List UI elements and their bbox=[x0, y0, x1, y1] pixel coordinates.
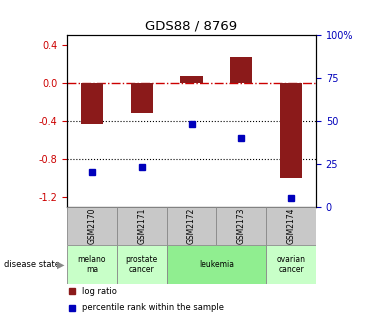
Text: ovarian
cancer: ovarian cancer bbox=[277, 255, 306, 274]
Bar bbox=[280, 83, 302, 178]
Bar bbox=[167, 245, 266, 284]
Title: GDS88 / 8769: GDS88 / 8769 bbox=[146, 20, 237, 33]
Text: GSM2171: GSM2171 bbox=[137, 208, 146, 244]
Text: GSM2170: GSM2170 bbox=[87, 208, 97, 244]
Text: disease state: disease state bbox=[4, 260, 60, 269]
Text: ▶: ▶ bbox=[57, 260, 65, 269]
Text: prostate
cancer: prostate cancer bbox=[126, 255, 158, 274]
Text: log ratio: log ratio bbox=[82, 287, 117, 296]
Text: GSM2174: GSM2174 bbox=[286, 208, 296, 244]
Bar bbox=[180, 76, 203, 83]
Bar bbox=[81, 83, 103, 124]
Text: GSM2173: GSM2173 bbox=[237, 208, 246, 244]
Text: percentile rank within the sample: percentile rank within the sample bbox=[82, 303, 224, 312]
Bar bbox=[117, 207, 167, 245]
Bar bbox=[67, 245, 117, 284]
Bar bbox=[230, 57, 252, 83]
Bar bbox=[117, 245, 167, 284]
Bar bbox=[216, 207, 266, 245]
Bar bbox=[131, 83, 153, 113]
Bar bbox=[67, 207, 117, 245]
Bar bbox=[266, 207, 316, 245]
Bar bbox=[266, 245, 316, 284]
Text: GSM2172: GSM2172 bbox=[187, 208, 196, 244]
Text: melano
ma: melano ma bbox=[78, 255, 106, 274]
Text: leukemia: leukemia bbox=[199, 260, 234, 269]
Bar bbox=[167, 207, 216, 245]
